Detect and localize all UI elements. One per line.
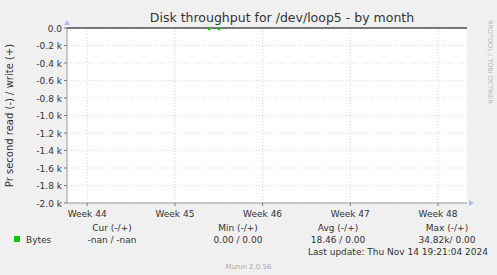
axis-arrow (469, 200, 474, 206)
stats-header: Cur (-/+) (92, 223, 131, 233)
tick-label: -1.2 k (36, 129, 62, 139)
tick-label: Week 46 (243, 209, 282, 219)
zero-line (67, 28, 467, 29)
grid-line (262, 28, 263, 203)
stats-header: Avg (-/+) (318, 223, 358, 233)
tick-label: -0.6 k (36, 76, 62, 86)
stats-header: Min (-/+) (218, 223, 258, 233)
stats-value: -nan / -nan (87, 235, 136, 245)
grid-line (67, 80, 467, 81)
marks (208, 27, 221, 30)
legend-label: Bytes (26, 235, 52, 245)
tick-label: Week 47 (331, 209, 370, 219)
grid-line (67, 185, 467, 186)
grid-line (67, 133, 467, 134)
grid-line (67, 28, 467, 29)
grid-line (67, 45, 467, 46)
tick-label: -1.0 k (36, 111, 62, 121)
stats-header: Max (-/+) (426, 223, 468, 233)
data-point (208, 27, 211, 30)
grid-line (67, 150, 467, 151)
y-axis-label: Pr second read (-) / write (+) (4, 44, 15, 187)
data-point (217, 27, 220, 30)
stats-value: 0.00 / 0.00 (214, 235, 263, 245)
grid-line (174, 28, 175, 203)
tick-label: Week 48 (419, 209, 458, 219)
tick-label: 0.0 (48, 24, 63, 34)
grid-line (67, 115, 467, 116)
x-axis (67, 203, 467, 204)
grid-line (67, 63, 467, 64)
tick-label: Week 44 (68, 209, 107, 219)
tick-label: -0.2 k (36, 41, 62, 51)
tick-label: -0.4 k (36, 59, 62, 69)
grid-line (67, 168, 467, 169)
tick-label: -1.8 k (36, 181, 62, 191)
title: Disk throughput for /dev/loop5 - by mont… (150, 10, 414, 25)
axis-arrow (64, 20, 70, 25)
plot-area (67, 28, 467, 203)
y-axis (67, 28, 68, 203)
grid-line (67, 98, 467, 99)
grid-line (438, 28, 439, 203)
stats-value: 34.82k/ 0.00 (419, 235, 476, 245)
tick-label: -1.6 k (36, 164, 62, 174)
stats-value: 18.46 / 0.00 (311, 235, 366, 245)
grid-line (67, 203, 467, 204)
last-update: Last update: Thu Nov 14 19:21:04 2024 (308, 247, 488, 257)
tick-label: -0.8 k (36, 94, 62, 104)
footer: Munin 2.0.56 (226, 263, 272, 271)
tick-label: -1.4 k (36, 146, 62, 156)
legend-swatch (14, 236, 20, 242)
grid-line (350, 28, 351, 203)
tick-label: Week 45 (155, 209, 194, 219)
tick-label: -2.0 k (36, 199, 62, 209)
watermark: RRDTOOL / TOBI OETIKER (486, 20, 494, 104)
background (0, 0, 497, 275)
chart: Disk throughput for /dev/loop5 - by mont… (0, 0, 497, 275)
grid-line (87, 28, 88, 203)
